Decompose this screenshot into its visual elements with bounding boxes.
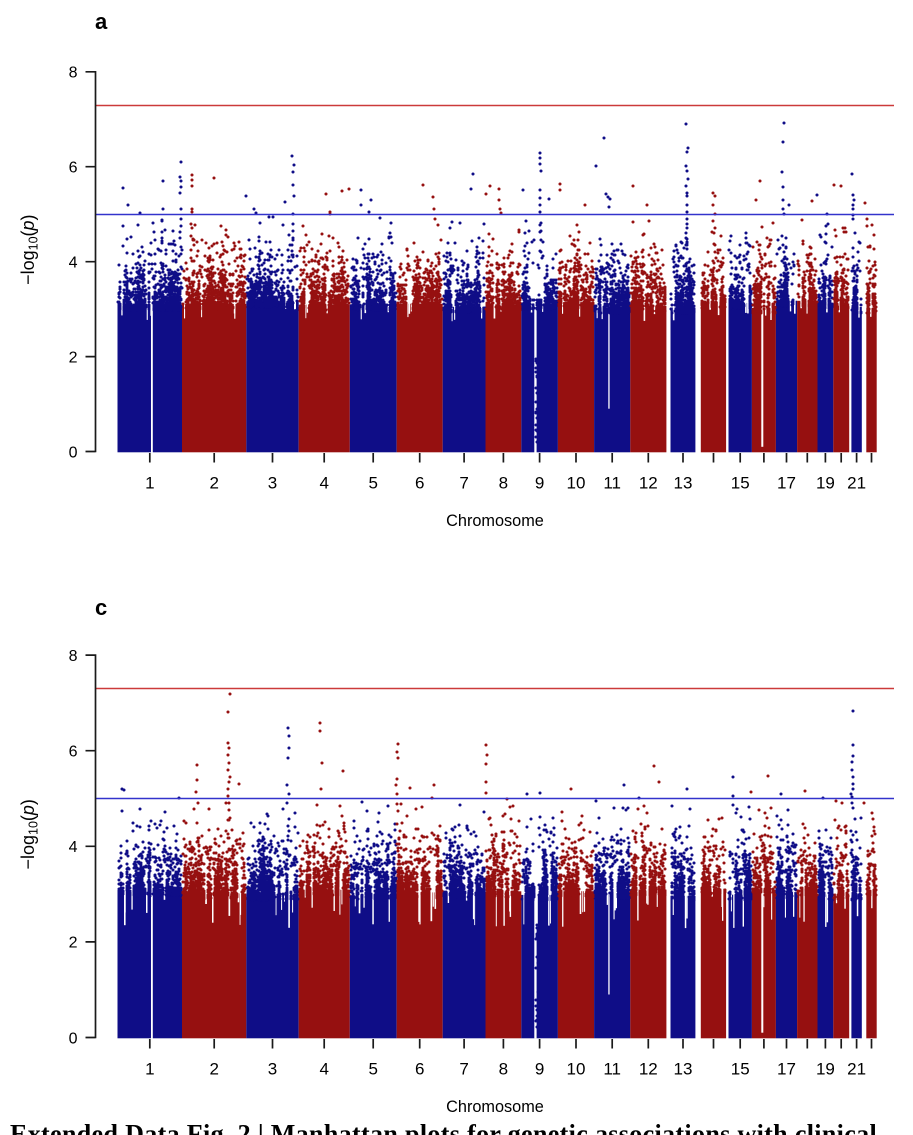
svg-text:15: 15 <box>731 474 750 493</box>
svg-text:2: 2 <box>69 349 78 366</box>
svg-text:c: c <box>95 595 107 620</box>
svg-text:−log10(p): −log10(p) <box>18 214 41 284</box>
svg-text:9: 9 <box>535 1060 544 1079</box>
svg-text:Chromosome: Chromosome <box>446 1098 544 1116</box>
svg-text:10: 10 <box>567 474 586 493</box>
svg-text:1: 1 <box>145 1060 154 1079</box>
svg-text:6: 6 <box>69 744 78 761</box>
svg-text:4: 4 <box>319 1060 328 1079</box>
svg-text:4: 4 <box>69 839 78 856</box>
svg-text:11: 11 <box>603 474 621 493</box>
svg-text:9: 9 <box>535 474 544 493</box>
svg-text:13: 13 <box>674 474 693 493</box>
svg-text:2: 2 <box>209 474 218 493</box>
svg-text:6: 6 <box>69 160 78 177</box>
svg-text:21: 21 <box>847 474 866 493</box>
svg-text:21: 21 <box>847 1060 866 1079</box>
svg-text:2: 2 <box>209 1060 218 1079</box>
svg-text:17: 17 <box>777 474 796 493</box>
svg-text:5: 5 <box>368 474 377 493</box>
svg-text:12: 12 <box>639 1060 658 1079</box>
svg-text:0: 0 <box>69 444 78 461</box>
svg-text:2: 2 <box>69 935 78 952</box>
svg-text:7: 7 <box>459 1060 468 1079</box>
svg-text:15: 15 <box>731 1060 750 1079</box>
svg-text:17: 17 <box>777 1060 796 1079</box>
svg-text:8: 8 <box>69 648 78 665</box>
svg-text:11: 11 <box>603 1060 621 1079</box>
svg-text:7: 7 <box>459 474 468 493</box>
svg-text:0: 0 <box>69 1030 78 1047</box>
svg-text:13: 13 <box>674 1060 693 1079</box>
svg-text:4: 4 <box>319 474 328 493</box>
svg-text:3: 3 <box>268 1060 277 1079</box>
svg-text:8: 8 <box>499 474 508 493</box>
svg-text:1: 1 <box>145 474 154 493</box>
svg-text:8: 8 <box>499 1060 508 1079</box>
svg-text:5: 5 <box>368 1060 377 1079</box>
svg-text:Extended Data Fig. 2 | Manhatt: Extended Data Fig. 2 | Manhattan plots f… <box>10 1119 877 1135</box>
svg-text:6: 6 <box>415 1060 424 1079</box>
svg-text:−log10(p): −log10(p) <box>18 799 41 869</box>
svg-text:8: 8 <box>69 65 78 82</box>
svg-text:12: 12 <box>639 474 658 493</box>
svg-text:19: 19 <box>816 474 835 493</box>
svg-text:4: 4 <box>69 255 78 272</box>
svg-text:19: 19 <box>816 1060 835 1079</box>
svg-text:Chromosome: Chromosome <box>446 512 544 530</box>
svg-text:3: 3 <box>268 474 277 493</box>
svg-text:10: 10 <box>567 1060 586 1079</box>
svg-text:6: 6 <box>415 474 424 493</box>
svg-text:a: a <box>95 9 108 34</box>
